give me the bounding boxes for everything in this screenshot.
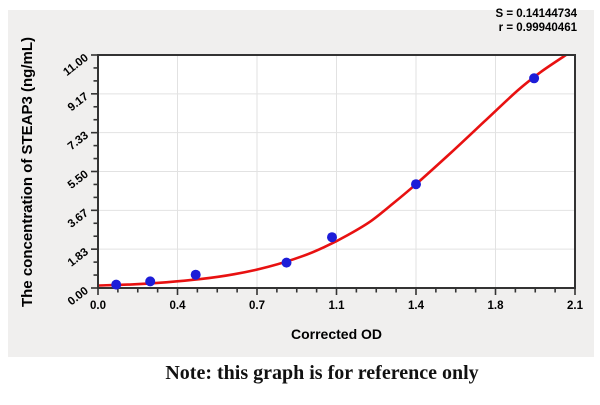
y-tick-label: 5.50 — [66, 168, 91, 191]
y-tick-label: 7.33 — [66, 130, 91, 153]
standard-points — [111, 73, 540, 290]
x-axis-title: Corrected OD — [290, 326, 383, 342]
x-tick-label: 1.8 — [488, 300, 505, 312]
gridlines — [98, 55, 575, 288]
x-tick-label: 0.7 — [249, 300, 265, 312]
r-value: r = 0.99940461 — [498, 22, 577, 34]
plot-frame — [97, 54, 576, 289]
x-tick-label: 0.4 — [170, 300, 187, 312]
y-tick-label: 0.00 — [66, 285, 91, 308]
data-point — [411, 179, 421, 190]
data-point — [529, 73, 540, 84]
y-tick-label: 9.17 — [66, 91, 91, 114]
data-point — [281, 257, 292, 268]
standard-curve-plot: 0.0 0.4 0.7 1.1 1.4 1.8 2.1 0.00 1.83 3.67 5.50 7.3… — [61, 52, 584, 312]
data-point — [145, 276, 156, 287]
axis-ticks — [91, 54, 576, 295]
y-tick-label: 1.83 — [66, 246, 91, 269]
x-tick-label: 1.1 — [329, 300, 346, 312]
x-tick-label: 0.0 — [90, 300, 106, 312]
fit-curve — [98, 55, 568, 287]
reference-note: Note: this graph is for reference only — [165, 362, 479, 384]
y-axis-title: The concentration of STEAP3 (ng/mL) — [19, 37, 36, 308]
data-point — [111, 279, 122, 290]
x-tick-label: 2.1 — [567, 300, 584, 312]
data-point — [327, 232, 337, 243]
fit-statistics: S = 0.14144734 r = 0.99940461 — [495, 7, 577, 35]
s-value: S = 0.14144734 — [495, 8, 577, 20]
x-tick-label: 1.4 — [408, 300, 425, 312]
y-tick-label: 11.00 — [61, 52, 91, 79]
data-point — [190, 269, 201, 280]
y-tick-label: 3.67 — [66, 207, 91, 230]
